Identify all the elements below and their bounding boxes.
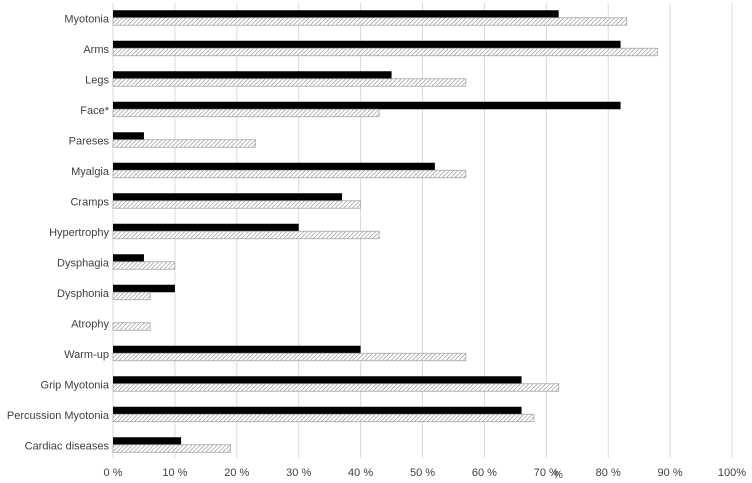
bar-hatched — [112, 352, 467, 362]
bars — [112, 10, 659, 453]
x-tick-label: 90 % — [658, 467, 683, 479]
x-tick-label: 80 % — [596, 467, 621, 479]
bar-hatched — [112, 200, 362, 209]
bar-solid — [113, 132, 144, 140]
bar-hatched — [112, 322, 151, 331]
x-tick-label: 60 % — [472, 467, 497, 479]
category-label: Face* — [80, 105, 109, 117]
bar-hatched — [112, 291, 151, 301]
category-label: Dysphonia — [57, 288, 110, 300]
x-tick-labels: 0 % 10 % 20 % 30 % 40 % 50 % 60 % 70 % 80 % 90 % 1… — [104, 467, 747, 479]
bar-solid — [113, 162, 435, 171]
bar-hatched — [112, 444, 232, 453]
bar-solid — [113, 345, 361, 354]
bar-hatched — [112, 261, 176, 270]
x-tick-label: 100% — [718, 467, 746, 479]
bar-hatched — [112, 47, 659, 57]
category-label: Cramps — [70, 196, 109, 208]
bar-hatched — [112, 413, 535, 423]
category-label: Myotonia — [64, 13, 110, 25]
bar-hatched — [112, 139, 256, 148]
category-label: Dysphagia — [57, 257, 110, 269]
bar-hatched — [112, 230, 380, 240]
bar-hatched — [112, 78, 467, 87]
x-tick-label: 0 % — [104, 467, 123, 479]
category-label: Pareses — [69, 135, 110, 147]
x-tick-label: 30 % — [286, 467, 311, 479]
category-label: Warm-up — [64, 349, 109, 361]
category-labels: Myotonia Arms Legs Face* Pareses Myalgia Cramp… — [7, 13, 110, 452]
bar-solid — [113, 101, 621, 110]
bar-hatched — [112, 383, 560, 392]
category-label: Cardiac diseases — [25, 440, 110, 452]
category-label: Legs — [85, 74, 109, 86]
bar-solid — [113, 40, 621, 49]
bar-solid — [113, 284, 175, 293]
bar-solid — [113, 10, 559, 18]
category-label: Hypertrophy — [49, 227, 109, 239]
x-tick-label: 10 % — [162, 467, 187, 479]
bar-solid — [113, 376, 522, 384]
x-axis-title: % — [553, 469, 563, 481]
x-tick-label: 50 % — [410, 467, 435, 479]
category-label: Arms — [83, 44, 109, 56]
bar-hatched — [112, 17, 628, 26]
x-tick-label: 40 % — [348, 467, 373, 479]
bar-hatched — [112, 108, 380, 118]
bar-solid — [113, 406, 522, 415]
bar-hatched — [112, 169, 467, 179]
category-label: Myalgia — [71, 166, 110, 178]
bar-solid — [113, 223, 299, 232]
bar-solid — [113, 254, 144, 262]
category-label: Percussion Myotonia — [7, 410, 110, 422]
category-label: Atrophy — [71, 318, 109, 330]
x-tick-label: 70 % — [534, 467, 559, 479]
bar-solid — [113, 71, 392, 79]
x-tick-label: 20 % — [224, 467, 249, 479]
bar-solid — [113, 437, 182, 445]
category-label: Grip Myotonia — [41, 379, 110, 391]
bar-solid — [113, 193, 343, 201]
